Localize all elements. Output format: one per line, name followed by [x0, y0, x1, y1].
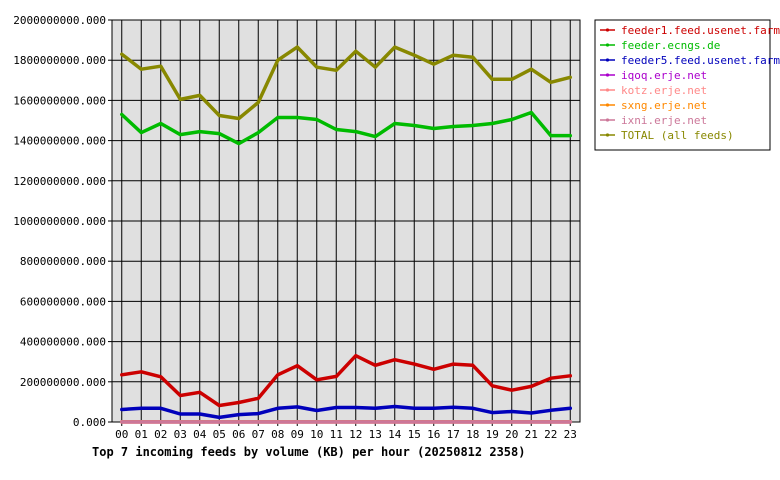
y-tick-label: 800000000.000: [20, 255, 106, 268]
x-tick-label: 16: [427, 428, 440, 441]
legend-label: ixni.erje.net: [621, 114, 707, 127]
x-tick-label: 07: [252, 428, 265, 441]
y-tick-label: 400000000.000: [20, 336, 106, 349]
legend-label: sxng.erje.net: [621, 99, 707, 112]
legend-box: [594, 19, 771, 151]
legend-marker: [605, 58, 610, 62]
x-tick-label: 04: [193, 428, 207, 441]
legend: feeder1.feed.usenet.farm feeder.ecngs.de f…: [594, 19, 780, 151]
series-line-2: [120, 404, 573, 420]
legend-marker: [605, 133, 610, 137]
legend-marker: [605, 103, 610, 107]
x-tick-label: 13: [369, 428, 382, 441]
x-tick-label: 20: [505, 428, 518, 441]
legend-marker: [605, 43, 610, 47]
x-axis-tick-labels: 00 01 02 03 04 05 06 07 08 09 10 11 12 13 14 15 16 17 18 19…: [115, 428, 577, 441]
legend-label: feeder.ecngs.de: [621, 39, 720, 52]
x-tick-label: 19: [486, 428, 499, 441]
x-tick-label: 14: [388, 428, 402, 441]
x-tick-label: 17: [447, 428, 460, 441]
y-tick-label: 1000000000.000: [13, 215, 106, 228]
legend-marker: [605, 28, 610, 32]
x-tick-label: 11: [330, 428, 343, 441]
x-tick-label: 09: [291, 428, 304, 441]
x-tick-label: 12: [349, 428, 362, 441]
x-tick-label: 21: [525, 428, 538, 441]
x-tick-label: 01: [135, 428, 148, 441]
y-tick-label: 2000000000.000: [13, 14, 106, 27]
x-tick-label: 15: [408, 428, 421, 441]
legend-label: iqoq.erje.net: [621, 69, 707, 82]
chart-title: Top 7 incoming feeds by volume (KB) per …: [92, 445, 525, 459]
x-tick-label: 00: [115, 428, 128, 441]
y-tick-label: 1200000000.000: [13, 175, 106, 188]
legend-label: kotz.erje.net: [621, 84, 707, 97]
x-tick-label: 18: [466, 428, 479, 441]
x-tick-label: 06: [232, 428, 245, 441]
y-tick-label: 600000000.000: [20, 295, 106, 308]
y-tick-label: 200000000.000: [20, 376, 106, 389]
legend-label: feeder5.feed.usenet.farm: [621, 54, 780, 67]
x-tick-label: 03: [174, 428, 187, 441]
x-tick-label: 10: [310, 428, 323, 441]
x-tick-label: 02: [154, 428, 167, 441]
series-line-1: [120, 110, 573, 146]
legend-label: TOTAL (all feeds): [621, 129, 734, 142]
legend-marker: [605, 73, 610, 77]
series-line-0: [120, 353, 573, 408]
legend-marker: [605, 88, 610, 92]
legend-marker: [605, 118, 610, 122]
x-tick-label: 08: [271, 428, 284, 441]
x-tick-label: 23: [564, 428, 577, 441]
x-tick-label: 22: [544, 428, 557, 441]
y-tick-label: 1400000000.000: [13, 135, 106, 148]
y-axis-tick-labels: 0.000 200000000.000 400000000.000 600000000…: [13, 14, 106, 429]
y-tick-label: 0.000: [73, 416, 106, 429]
x-tick-label: 05: [213, 428, 226, 441]
y-tick-label: 1600000000.000: [13, 94, 106, 107]
series-lines: [120, 45, 573, 424]
y-tick-label: 1800000000.000: [13, 54, 106, 67]
series-line-7: [120, 45, 573, 121]
legend-label: feeder1.feed.usenet.farm: [621, 24, 780, 37]
